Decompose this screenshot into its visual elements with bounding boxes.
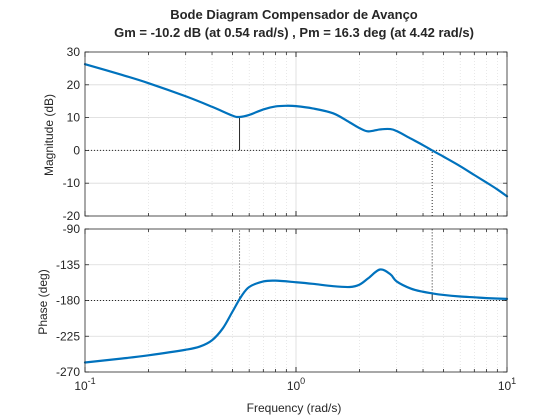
phase-y-tick-label: -270 bbox=[56, 365, 80, 379]
magnitude-y-tick-label: -10 bbox=[63, 176, 81, 190]
x-tick-label: 10-1 bbox=[74, 376, 95, 393]
phase-y-axis-label: Phase (deg) bbox=[36, 269, 50, 334]
phase-axes-box bbox=[84, 228, 508, 373]
magnitude-panel: -20 -10 0 10 20 30 Magnitude (dB) bbox=[42, 45, 509, 223]
phase-y-tick-label: -225 bbox=[56, 329, 80, 343]
magnitude-y-tick-labels: -20 -10 0 10 20 30 bbox=[63, 45, 81, 223]
magnitude-y-axis-label: Magnitude (dB) bbox=[42, 94, 56, 176]
chart-title-line-1: Bode Diagram Compensador de Avanço bbox=[170, 7, 418, 22]
magnitude-y-tick-label: 20 bbox=[67, 78, 81, 92]
magnitude-y-tick-label: -20 bbox=[63, 209, 81, 223]
magnitude-y-tick-label: 0 bbox=[73, 143, 80, 157]
phase-reference-lines bbox=[85, 229, 507, 301]
phase-series-line bbox=[83, 268, 509, 364]
magnitude-reference-lines bbox=[85, 116, 507, 216]
phase-y-tick-labels: -270 -225 -180 -135 -90 bbox=[56, 222, 80, 379]
magnitude-series bbox=[83, 63, 509, 198]
x-tick-labels: 10-1 100 101 bbox=[74, 376, 516, 393]
magnitude-axes-box bbox=[84, 51, 508, 217]
x-tick-label: 101 bbox=[498, 376, 516, 393]
x-tick-label: 100 bbox=[287, 376, 305, 393]
phase-y-tick-label: -135 bbox=[56, 258, 80, 272]
magnitude-series-line bbox=[83, 63, 509, 198]
phase-panel: -270 -225 -180 -135 -90 10-1 100 101 Phase (de… bbox=[36, 222, 516, 415]
magnitude-y-tick-label: 30 bbox=[67, 45, 81, 59]
chart-title-line-2: Gm = -10.2 dB (at 0.54 rad/s) , Pm = 16.… bbox=[114, 25, 474, 40]
x-axis-label: Frequency (rad/s) bbox=[247, 401, 342, 415]
phase-y-tick-label: -90 bbox=[63, 222, 81, 236]
phase-y-tick-label: -180 bbox=[56, 294, 80, 308]
phase-series bbox=[83, 268, 509, 364]
magnitude-y-tick-label: 10 bbox=[67, 111, 81, 125]
